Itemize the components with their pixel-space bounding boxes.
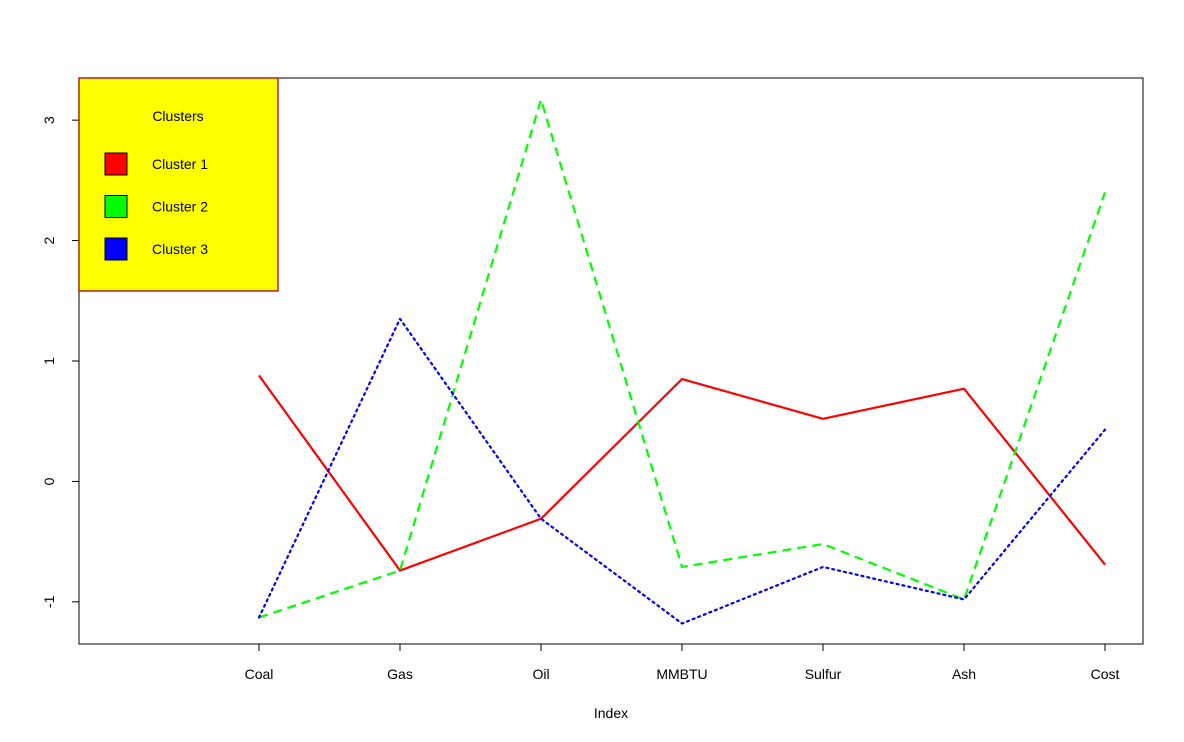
x-tick-label: Cost xyxy=(1091,666,1120,682)
legend-title: Clusters xyxy=(152,108,203,124)
y-tick-label: 0 xyxy=(41,477,57,485)
y-tick-label: -1 xyxy=(41,595,57,608)
x-tick-label: Sulfur xyxy=(805,666,842,682)
x-axis-label: Index xyxy=(594,705,628,721)
series-layer xyxy=(257,98,1107,625)
legend-entry-label: Cluster 1 xyxy=(152,156,208,172)
legend: Clusters Cluster 1 Cluster 2 Cluster 3 xyxy=(78,77,279,292)
y-tick-label: 2 xyxy=(41,236,57,244)
legend-swatch xyxy=(104,237,128,261)
legend-entry-label: Cluster 2 xyxy=(152,199,208,215)
series-line-cluster-1 xyxy=(258,374,1106,572)
x-tick-label: Coal xyxy=(245,666,274,682)
legend-swatch xyxy=(104,152,128,176)
x-tick-label: Ash xyxy=(952,666,976,682)
y-tick-label: 3 xyxy=(41,116,57,124)
x-tick-label: Oil xyxy=(532,666,549,682)
series-line-cluster-3 xyxy=(257,317,1107,625)
y-axis: -1 0 1 2 3 xyxy=(41,116,80,608)
x-axis: Coal Gas Oil MMBTU Sulfur Ash Cost xyxy=(245,643,1120,682)
x-tick-label: Gas xyxy=(387,666,413,682)
legend-swatch xyxy=(104,195,128,218)
y-tick-label: 1 xyxy=(41,357,57,365)
legend-entry-label: Cluster 3 xyxy=(152,241,208,257)
series-line-cluster-2 xyxy=(258,98,1107,619)
x-tick-label: MMBTU xyxy=(656,666,707,682)
